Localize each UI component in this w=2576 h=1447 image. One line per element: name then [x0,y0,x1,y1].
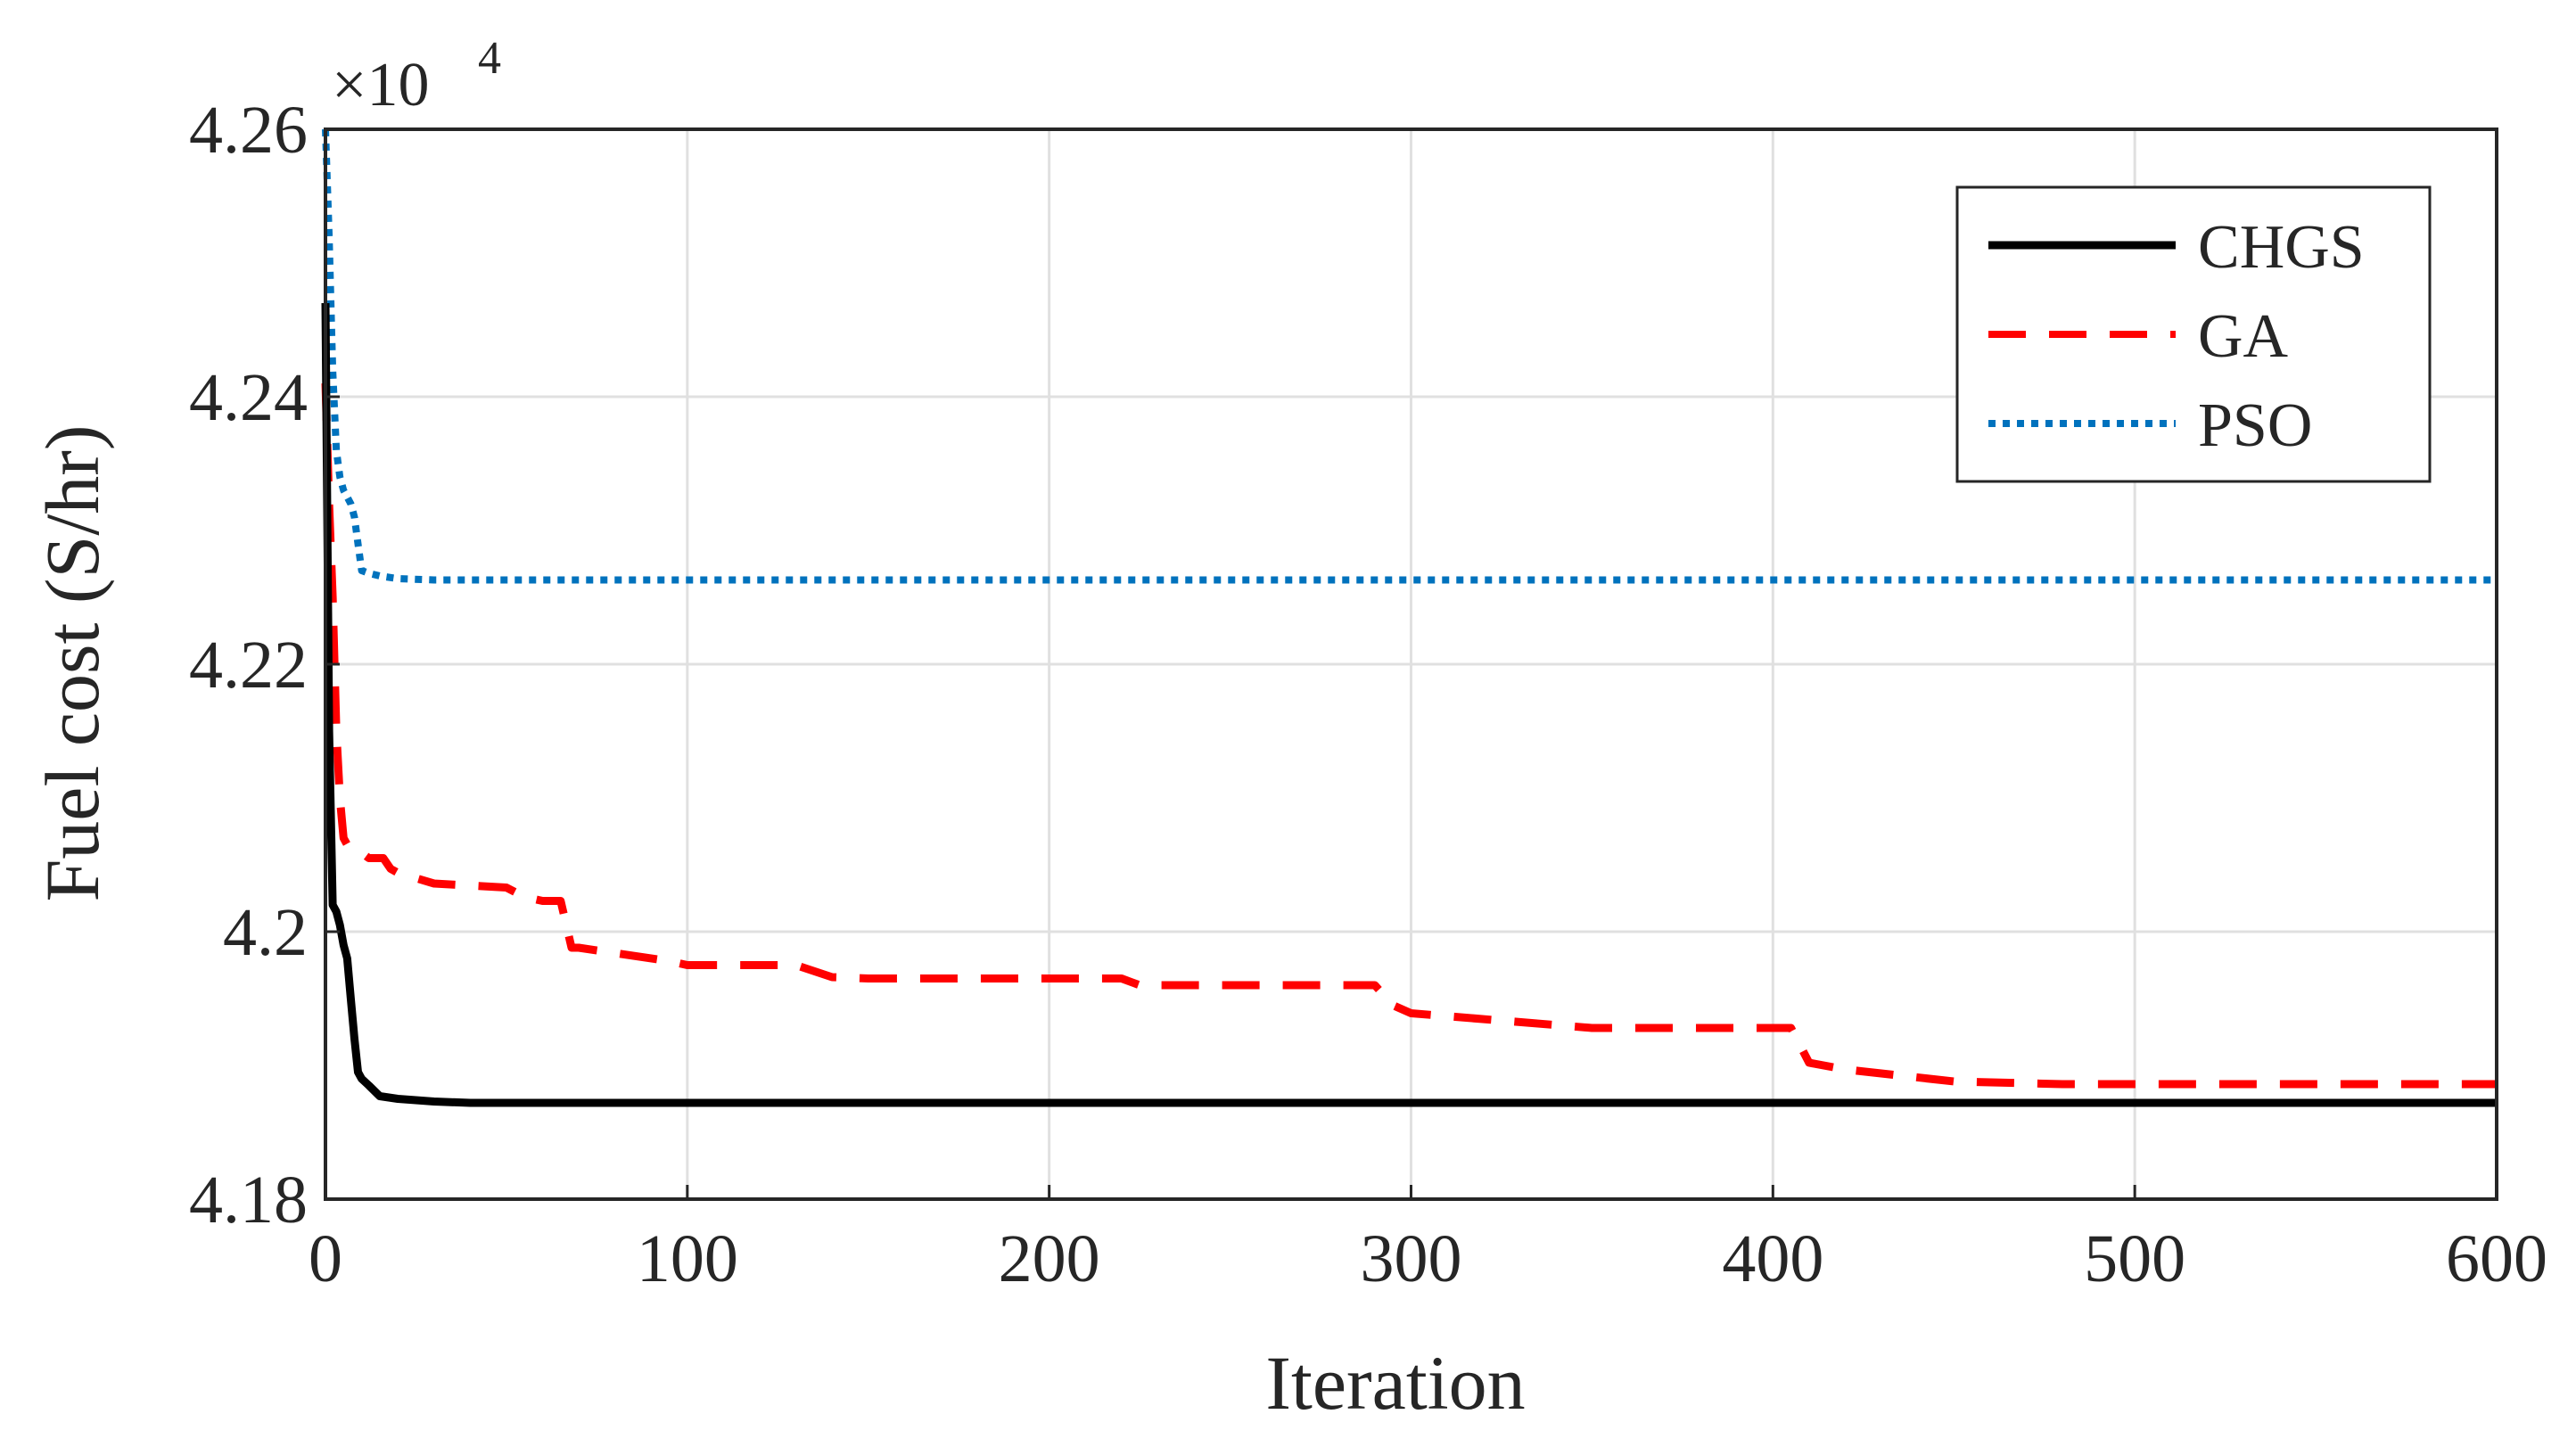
y-axis-label: Fuel cost (S/hr) [29,424,115,901]
series-line-chgs [321,302,2497,1107]
y-multiplier-exponent: 4 [478,33,501,84]
y-tick-label: 4.2 [223,895,308,970]
y-multiplier-base: ×10 [332,51,429,119]
legend-box [1955,185,2432,483]
x-tick-label: 600 [2446,1221,2547,1296]
legend-label-chgs: CHGS [2198,213,2365,282]
legend-label-pso: PSO [2198,391,2312,460]
x-tick-label: 400 [1722,1221,1823,1296]
series-group [321,128,2497,1107]
x-tick-label: 500 [2084,1221,2185,1296]
y-multiplier: ×10 4 [332,33,501,119]
y-tick-label: 4.24 [189,360,308,435]
x-tick-label: 100 [637,1221,738,1296]
y-tick-label: 4.18 [189,1163,308,1237]
y-tick-label: 4.22 [189,628,308,703]
x-tick-label: 300 [1361,1221,1462,1296]
legend-label-ga: GA [2198,302,2289,371]
series-line-pso [322,128,2497,584]
ticks: 0 100 200 300 400 500 600 4.18 4.2 4.22 4.24 4.26 [189,93,2547,1296]
x-axis-label: Iteration [1265,1340,1525,1426]
legend: CHGS GA PSO [1955,185,2432,483]
series-line-ga [321,382,2497,1089]
y-tick-label: 4.26 [189,93,308,168]
x-tick-label: 0 [309,1221,342,1296]
x-tick-label: 200 [999,1221,1100,1296]
